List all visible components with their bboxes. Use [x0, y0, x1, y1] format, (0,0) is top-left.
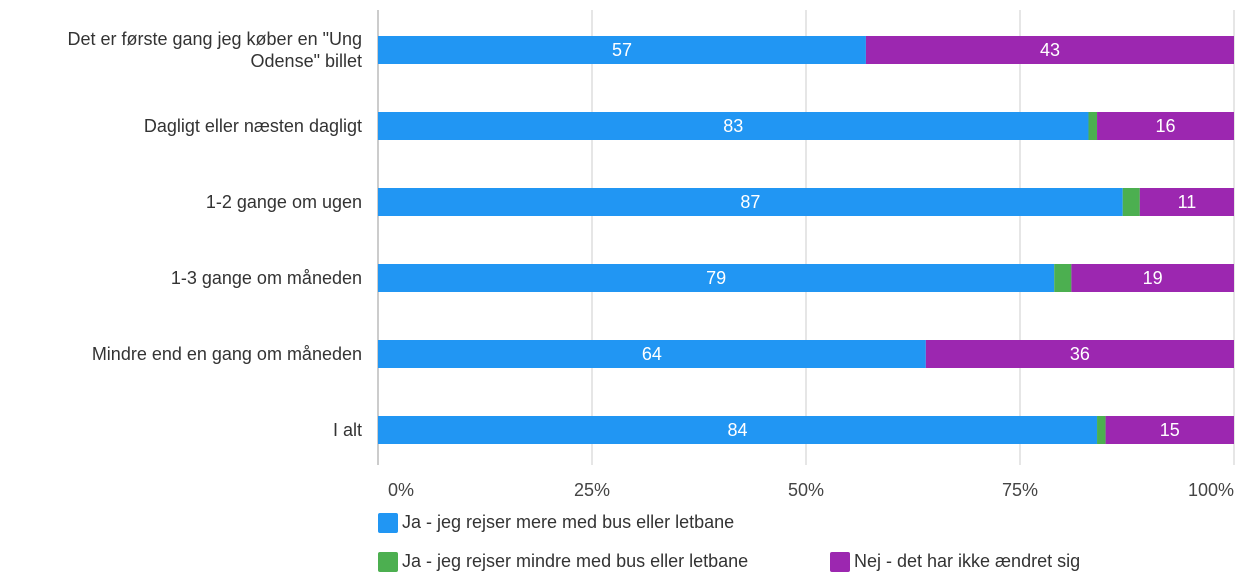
bar-segment [925, 340, 1234, 368]
bar-segment [1139, 188, 1234, 216]
category-label: Det er første gang jeg køber en "Ung Ode… [67, 29, 362, 71]
bar-segment [1097, 416, 1106, 444]
bar-segment [1054, 264, 1072, 292]
bar-segment [1071, 264, 1234, 292]
bar-segment [378, 264, 1055, 292]
data-label: 36 [1070, 344, 1090, 364]
legend-label: Ja - jeg rejser mindre med bus eller let… [402, 551, 749, 571]
data-label: 64 [642, 344, 662, 364]
data-label: 19 [1143, 268, 1163, 288]
data-label: 43 [1040, 40, 1060, 60]
x-tick-label: 50% [788, 480, 824, 500]
legend-label: Nej - det har ikke ændret sig [854, 551, 1081, 571]
legend-item: Ja - jeg rejser mindre med bus eller let… [378, 551, 748, 572]
x-tick-label: 75% [1002, 480, 1038, 500]
legend-swatch [378, 512, 398, 533]
bar-segment [378, 340, 926, 368]
data-label: 87 [740, 192, 760, 212]
bar-segment [378, 416, 1098, 444]
data-label: 79 [706, 268, 726, 288]
category-label: 1-3 gange om måneden [170, 268, 362, 288]
legend-swatch [830, 551, 850, 572]
bar-segment [865, 36, 1234, 64]
bar-segment [378, 36, 866, 64]
category-label: 1-2 gange om ugen [205, 192, 362, 212]
data-label: 16 [1156, 116, 1176, 136]
legend-swatch [378, 551, 398, 572]
bar-segment [1122, 188, 1140, 216]
bar-segment [1097, 112, 1234, 140]
legend-item: Nej - det har ikke ændret sig [830, 551, 1080, 572]
data-label: 11 [1178, 192, 1197, 212]
bar-segment [1088, 112, 1098, 140]
data-label: 84 [728, 420, 748, 440]
category-label: Mindre end en gang om måneden [91, 344, 362, 364]
x-tick-label: 0% [388, 480, 414, 500]
data-label: 15 [1160, 420, 1180, 440]
bar-segment [378, 188, 1123, 216]
bar-segment [1105, 416, 1234, 444]
category-label: I alt [332, 420, 362, 440]
legend-item: Ja - jeg rejser mere med bus eller letba… [378, 512, 734, 533]
bar-segment [378, 112, 1089, 140]
data-label: 57 [612, 40, 632, 60]
x-tick-label: 25% [574, 480, 610, 500]
category-label: Dagligt eller næsten dagligt [143, 116, 362, 136]
legend-label: Ja - jeg rejser mere med bus eller letba… [402, 512, 735, 532]
x-tick-label: 100% [1188, 480, 1234, 500]
data-label: 83 [723, 116, 743, 136]
